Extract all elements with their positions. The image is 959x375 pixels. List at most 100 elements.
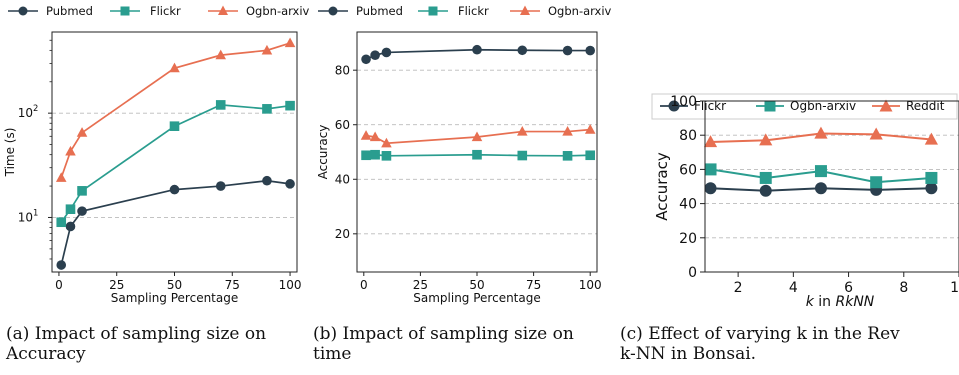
data-point: [814, 126, 828, 139]
data-point: [704, 182, 717, 195]
chart-b-accuracy: 20 40 60 80 0 25 50 75 100 Accuracy Sampling Perce…: [316, 31, 602, 305]
plot-frame: [51, 31, 298, 273]
data-point: [472, 44, 482, 55]
data-point: [215, 181, 226, 191]
data-point: [472, 149, 482, 160]
data-point: [56, 260, 67, 270]
x-tick-label: 2: [734, 280, 743, 296]
data-point: [262, 175, 272, 186]
legend-item-ogbn-b: Ogbn-arxiv: [510, 4, 612, 18]
data-point: [704, 163, 717, 176]
data-point: [361, 54, 371, 65]
series-pubmed: [56, 175, 295, 270]
data-point: [703, 135, 718, 148]
legend-item-pubmed-b: Pubmed: [318, 4, 403, 18]
legend-label: Ogbn-arxiv: [790, 99, 856, 113]
caption-c: (c) Effect of varying k in the Rev k-NN …: [620, 324, 959, 364]
series-pubmed: [361, 44, 596, 65]
caption-a-line2: Accuracy: [6, 344, 86, 364]
data-point: [77, 186, 87, 196]
data-point: [169, 121, 180, 131]
x-tick-label: 6: [844, 280, 853, 296]
x-tick-label: 100: [279, 278, 302, 292]
y-tick-label: 60: [335, 118, 350, 132]
data-point: [285, 100, 295, 111]
data-point: [65, 145, 76, 156]
data-point: [215, 100, 226, 110]
legend-label: Ogbn-arxiv: [246, 4, 310, 18]
y-tick-label: 101: [18, 207, 39, 224]
y-tick-label: 40: [679, 197, 697, 213]
data-point: [517, 150, 528, 161]
x-tick-label: 4: [789, 280, 798, 296]
x-axis-label: k in RkNN: [806, 294, 875, 310]
y-tick-label: 20: [679, 231, 697, 247]
y-axis-label: Accuracy: [316, 125, 330, 180]
y-axis-label: Time (s): [3, 128, 17, 178]
caption-c-line2: k-NN in Bonsai.: [620, 344, 757, 364]
y-tick-label: 20: [335, 227, 350, 241]
caption-b: (b) Impact of sampling size on time: [313, 324, 574, 364]
data-point: [869, 127, 883, 140]
data-point: [759, 171, 772, 184]
data-point: [285, 179, 295, 189]
x-tick-label: 100: [579, 278, 602, 292]
data-point: [381, 151, 392, 161]
legend-item-pubmed-a: Pubmed: [8, 4, 93, 18]
data-point: [925, 182, 938, 195]
y-tick-label: 40: [335, 173, 350, 187]
data-point: [759, 133, 773, 146]
legend-item-flickr-b: Flickr: [418, 4, 489, 18]
chart-a-time: 101 102 0 25 50 75 100 Time (s) Sampling Percent…: [3, 31, 302, 305]
x-tick-label: 25: [109, 278, 124, 292]
data-point: [76, 127, 88, 137]
x-tick-label: 75: [526, 278, 541, 292]
series-ogbn-arxiv: [55, 37, 296, 182]
data-point: [562, 151, 573, 161]
data-point: [369, 131, 381, 142]
caption-a: (a) Impact of sampling size on Accuracy: [6, 324, 266, 364]
y-tick-label: 60: [679, 162, 697, 178]
x-tick-label: 75: [225, 278, 240, 292]
data-point: [261, 44, 273, 55]
data-point: [562, 126, 573, 136]
y-tick-label: 102: [18, 103, 39, 120]
data-point: [77, 206, 87, 216]
y-axis-label: Accuracy: [653, 152, 671, 221]
figure: Pubmed Flickr Ogbn-arxiv Pubmed Flickr O…: [3, 4, 959, 310]
legend-label: Flickr: [150, 4, 181, 18]
legend-label: Flickr: [458, 4, 489, 18]
x-tick-label: 25: [413, 278, 428, 292]
legend-item-ogbn-c: Ogbn-arxiv: [756, 99, 856, 113]
data-point: [360, 130, 372, 140]
series-flickr: [704, 182, 938, 197]
y-tick-label: 80: [679, 128, 697, 144]
data-point: [759, 184, 772, 197]
data-point: [361, 150, 371, 161]
x-tick-label: 50: [167, 278, 182, 292]
data-point: [517, 126, 528, 136]
series-ogbn-arxiv: [360, 124, 596, 148]
data-point: [56, 217, 67, 228]
data-point: [814, 165, 827, 178]
legend-label: Pubmed: [46, 4, 93, 18]
series-flickr: [361, 149, 596, 161]
y-tick-label: 100: [670, 94, 697, 110]
data-point: [284, 37, 296, 48]
x-tick-label: 0: [360, 278, 368, 292]
data-point: [924, 132, 938, 145]
data-point: [215, 49, 227, 60]
plot-frame: [356, 31, 598, 273]
data-point: [169, 184, 180, 195]
data-point: [169, 62, 180, 73]
series-ogbn-arxiv: [704, 163, 938, 189]
y-tick-label: 0: [688, 265, 697, 281]
x-tick-label: 8: [899, 280, 908, 296]
top-legend: Pubmed Flickr Ogbn-arxiv Pubmed Flickr O…: [8, 4, 612, 18]
legend-item-flickr-c: Flickr: [660, 99, 726, 113]
data-point: [517, 45, 528, 56]
data-point: [814, 182, 827, 195]
data-point: [55, 172, 67, 182]
x-tick-label: 0: [55, 278, 63, 292]
data-point: [562, 45, 573, 56]
